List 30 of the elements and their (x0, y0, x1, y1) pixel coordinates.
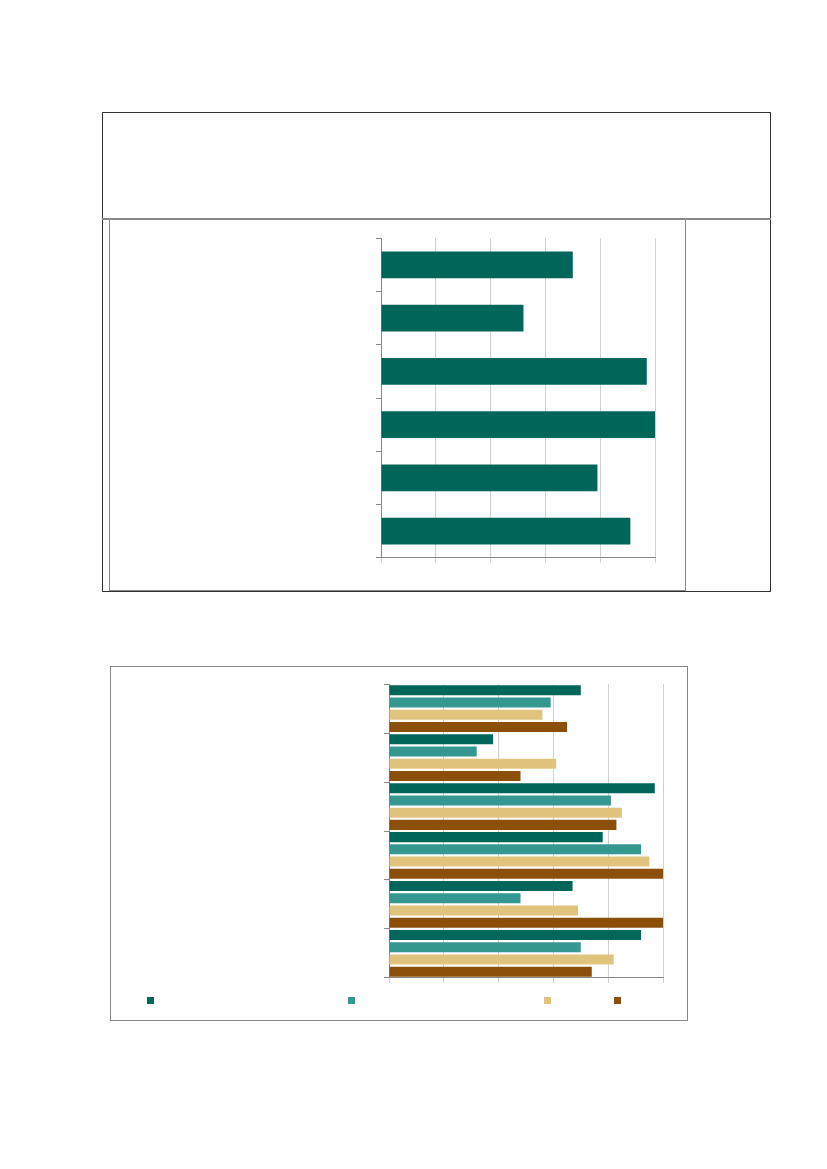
bar (389, 746, 477, 757)
bar (381, 411, 655, 438)
bar (389, 734, 494, 745)
bar (389, 807, 622, 818)
bar (389, 758, 557, 769)
bar (381, 358, 647, 385)
bar (389, 844, 642, 855)
bar (389, 856, 650, 867)
bar (381, 251, 573, 279)
bar (381, 517, 631, 545)
bar (389, 783, 655, 794)
bar (389, 819, 617, 830)
bar (389, 942, 581, 953)
bar (389, 697, 551, 708)
bar (389, 722, 568, 733)
bar (389, 917, 663, 928)
bar (389, 929, 642, 940)
bar (389, 954, 614, 965)
bar (389, 709, 543, 720)
bar (389, 868, 663, 879)
bar (381, 464, 598, 492)
bar (389, 905, 579, 916)
bar (389, 770, 521, 781)
bar (389, 881, 573, 892)
bar (381, 304, 524, 332)
bar (389, 795, 611, 806)
bar (389, 966, 592, 977)
bar (389, 893, 521, 904)
bar (389, 832, 603, 843)
bar (389, 685, 581, 696)
